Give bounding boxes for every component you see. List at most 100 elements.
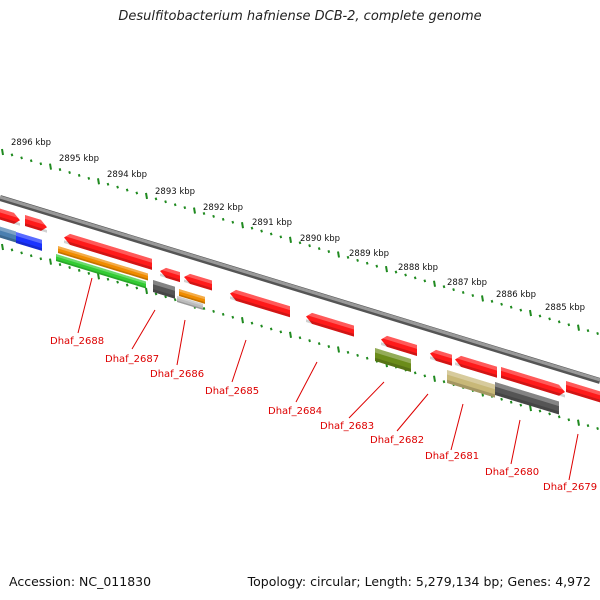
gene-block [0,226,16,243]
inner-tick [346,350,350,354]
inner-tick [10,248,14,252]
inner-tick [308,339,311,343]
gene-block [501,367,565,398]
inner-tick [327,345,331,349]
inner-tick [423,374,427,378]
inner-tick [509,400,513,404]
outer-tick [1,148,4,156]
outer-tick [279,235,283,239]
outer-tick [231,220,235,224]
gene-block [64,232,152,270]
scale-label: 2895 kbp [59,154,99,164]
inner-tick [154,292,158,296]
outer-tick [135,191,139,195]
outer-tick [577,324,580,331]
inner-tick [39,257,43,261]
inner-tick [519,403,523,407]
inner-tick [557,415,561,419]
outer-tick [125,188,129,192]
outer-tick [145,192,148,200]
gene-features [0,208,600,415]
gene-block [160,266,180,283]
gene-block [566,381,600,403]
inner-tick [221,312,225,316]
outer-tick [490,299,494,303]
outer-tick [183,206,187,210]
callout-line [348,381,385,419]
outer-tick [337,251,340,258]
outer-tick [269,232,273,236]
callout-line [231,339,247,383]
map-title: Desulfitobacterium hafniense DCB-2, comp… [118,9,482,24]
inner-tick [538,409,542,413]
outer-tick [394,270,398,274]
gene-label: Dhaf_2681 [425,451,479,462]
outer-tick [212,214,215,218]
scale-label: 2886 kbp [496,290,536,300]
outer-tick [327,250,331,254]
outer-tick [481,295,484,302]
inner-tick [212,309,215,313]
inner-scale-ticks [1,243,599,431]
outer-tick [58,168,62,172]
gene-block [25,215,47,233]
scale-labels: 2896 kbp 2895 kbp 2894 kbp 2893 kbp 2892 kbp… [11,138,585,313]
gene-block [179,289,205,304]
inner-tick [250,321,254,325]
outer-tick [39,162,43,166]
outer-tick [538,314,542,318]
inner-tick [365,356,369,360]
outer-tick [586,329,590,333]
inner-tick [356,353,359,357]
inner-tick [58,263,62,267]
outer-tick [250,226,254,230]
outer-tick [375,264,379,268]
scale-label: 2888 kbp [398,263,438,273]
inner-tick [442,380,446,384]
inner-tick [29,254,33,258]
outer-tick [529,309,532,317]
scale-label: 2896 kbp [11,138,51,148]
inner-tick [337,346,340,353]
inner-tick [260,324,263,328]
outer-tick [442,285,446,289]
gene-label: Dhaf_2685 [205,386,259,397]
inner-tick [269,327,273,331]
outer-tick [260,229,263,233]
scale-label: 2891 kbp [252,218,292,228]
inner-tick [317,342,321,346]
genome-summary: Topology: circular; Length: 5,279,134 bp… [247,574,591,589]
inner-tick [135,286,139,290]
gene-block [16,232,42,251]
callout-line [131,309,156,350]
inner-tick [529,404,532,412]
outer-tick [49,163,52,170]
callout-line [295,361,318,403]
gene-label: Dhaf_2688 [50,336,104,347]
scale-label: 2894 kbp [107,170,147,180]
inner-tick [49,258,52,265]
outer-tick [29,159,33,163]
outer-tick [298,241,302,245]
outer-tick [471,293,475,297]
outer-tick [509,305,513,309]
inner-tick [164,295,167,299]
scale-label: 2892 kbp [203,203,243,213]
outer-tick [356,258,359,262]
outer-tick [317,247,321,251]
inner-tick [596,427,599,431]
outer-tick [241,222,244,229]
gene-block [447,370,495,398]
outer-tick [452,288,455,292]
outer-tick [519,308,523,312]
inner-tick [145,287,148,295]
inner-tick [231,315,235,319]
outer-tick [567,323,571,327]
gene-label: Dhaf_2683 [320,421,374,432]
gene-label: Dhaf_2684 [268,406,322,417]
gene-block [230,288,290,318]
inner-tick [20,251,23,255]
outer-tick [461,291,465,295]
